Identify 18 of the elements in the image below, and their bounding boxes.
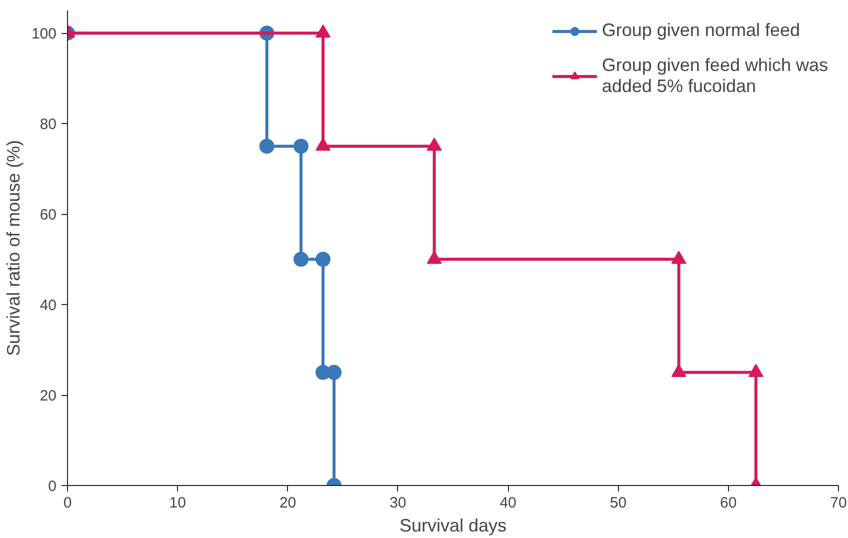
x-tick-label: 40 bbox=[500, 494, 516, 512]
x-tick-label: 10 bbox=[169, 494, 186, 512]
x-tick-label: 0 bbox=[63, 494, 72, 512]
x-tick-label: 70 bbox=[830, 494, 847, 512]
y-tick-label: 100 bbox=[31, 26, 57, 43]
x-tick-label: 30 bbox=[390, 494, 406, 512]
x-axis-title: Survival days bbox=[399, 516, 507, 536]
y-tick-label: 40 bbox=[40, 297, 57, 314]
y-tick-label: 20 bbox=[40, 388, 57, 405]
y-tick-label: 0 bbox=[48, 478, 56, 495]
x-tick-label: 20 bbox=[279, 494, 296, 512]
x-tick-label: 60 bbox=[720, 494, 737, 512]
y-tick-label: 80 bbox=[40, 116, 57, 134]
y-axis-title: Survival ratio of mouse (%) bbox=[3, 140, 24, 356]
legend-label: Group given feed which was added 5% fucoidan bbox=[602, 55, 828, 97]
x-tick-label: 50 bbox=[610, 494, 627, 512]
y-tick-label: 60 bbox=[40, 206, 57, 224]
legend-label: Group given normal feed bbox=[602, 20, 800, 41]
